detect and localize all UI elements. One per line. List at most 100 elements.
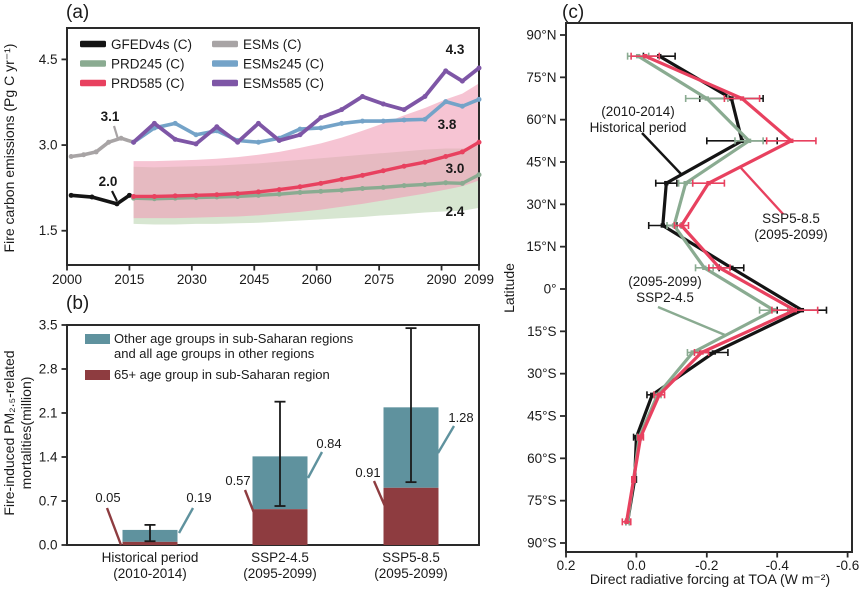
legend-label-prd245-c: PRD245 (C): [111, 56, 185, 71]
series-marker-esms-c: [106, 139, 112, 145]
series-marker-esms245-c: [172, 120, 178, 126]
series-marker-esms585-c: [297, 132, 303, 138]
panel-b-y-axis-title-line1: Fire-induced PM₂.₅-related: [1, 350, 17, 515]
panel-a-label: (a): [66, 2, 89, 23]
panel-a-x-tick-label: 2099: [464, 272, 494, 287]
series-marker-prd245-c: [380, 184, 386, 190]
panel-b-chart: 0.0 0.7 1.4 2.1 2.8 3.5 Historical period(2010…: [1, 293, 480, 581]
panel-c-x-tick-label: 0.2: [557, 558, 576, 573]
legend-swatch-esms585-c: [212, 79, 238, 87]
category-label: SSP2-4.5: [251, 550, 309, 565]
series-marker-prd245-c: [255, 192, 261, 198]
series-marker-ssp5-8-5-2095-2099: [717, 265, 722, 271]
annotation-ssp2-4-5: SSP2-4.5: [636, 290, 694, 305]
series-marker-esms245-c: [443, 99, 449, 105]
panel-b-y-tick-label: 1.4: [39, 449, 58, 464]
bar-lower-segment: [252, 509, 308, 545]
series-marker-esms585-c: [235, 139, 241, 145]
series-marker-prd585-c: [476, 139, 482, 145]
annotation-historical-period: Historical period: [590, 120, 687, 135]
series-marker-esms585-c: [214, 124, 220, 130]
panel-a-x-tick-label: 2000: [52, 272, 82, 287]
series-marker-prd585-c: [422, 159, 428, 165]
annotation-2010-2014: (2010-2014): [601, 104, 675, 119]
panel-a-y-tick-label: 1.5: [39, 223, 58, 238]
series-marker-esms245-c: [193, 132, 199, 138]
category-label: (2010-2014): [113, 566, 187, 581]
series-line-esms-c: [69, 136, 136, 159]
series-marker-prd585-c: [359, 172, 365, 178]
series-marker-esms585-c: [276, 138, 282, 144]
legend-label-gfedv4s-c: GFEDv4s (C): [111, 37, 192, 52]
series-marker-prd585-c: [318, 180, 324, 186]
panel-c-x-axis-title: Direct radiative forcing at TOA (W m⁻²): [590, 571, 830, 587]
panel-c-y-tick-label: 30°S: [527, 366, 556, 381]
panel-c-x-tick-label: -0.2: [695, 558, 718, 573]
legend-label-0: and all age groups in other regions: [114, 346, 315, 361]
legend-label-1: 65+ age group in sub-Saharan region: [114, 367, 330, 382]
panel-c-x-tick-label: -0.6: [836, 558, 859, 573]
annotation-3-0: 3.0: [446, 161, 465, 176]
series-marker-prd585-c: [131, 193, 137, 199]
bar-lower-segment: [122, 541, 178, 545]
panel-b-y-tick-label: 3.5: [39, 317, 58, 332]
panel-b-y-axis-title-line2: mortalities(million): [18, 377, 34, 490]
series-marker-prd585-c: [172, 193, 178, 199]
series-marker-esms585-c: [131, 139, 137, 145]
series-marker-prd245-c: [339, 187, 345, 193]
annotation-pointer-0-19: [177, 507, 195, 534]
panel-c-x-tick-label: 0.0: [627, 558, 646, 573]
series-marker-prd245-c: [297, 189, 303, 195]
bar-lower-segment: [383, 487, 439, 545]
series-marker-esms245-c: [339, 120, 345, 126]
series-marker-esms585-c: [339, 107, 345, 113]
series-marker-esms245-c: [401, 117, 407, 123]
series-line-prd245-c: [131, 173, 481, 201]
panel-b-y-tick-label: 0.0: [39, 538, 58, 553]
series-marker-prd585-c: [401, 163, 407, 169]
series-marker-esms245-c: [255, 139, 261, 145]
panel-b-y-tick-label: 2.8: [39, 361, 58, 376]
annotation-pointer-2010-2014: [641, 132, 682, 175]
series-marker-esms245-c: [459, 103, 465, 109]
panel-c-y-axis-title: Latitude: [501, 263, 517, 313]
series-marker-prd245-c: [276, 191, 282, 197]
series-marker-esms245-c: [359, 118, 365, 124]
series-marker-esms585-c: [476, 65, 482, 71]
series-marker-esms245-c: [380, 118, 386, 124]
panel-c-frame: [565, 22, 853, 553]
series-marker-ssp5-8-5-2095-2099: [631, 477, 636, 482]
panel-c-x-tick-label: -0.4: [766, 558, 790, 573]
panel-a-frame: [66, 27, 480, 266]
band-prd585-uncertainty-range: [133, 83, 479, 219]
series-marker-gfedv4s-c: [114, 201, 120, 207]
panel-c-y-tick-label: 45°N: [526, 154, 556, 169]
series-marker-gfedv4s-c: [68, 192, 74, 198]
series-marker-prd585-c: [276, 187, 282, 193]
series-marker-prd245-c: [359, 185, 365, 191]
annotation-pointer-3-1: [112, 125, 120, 140]
panel-c-chart: 90°N 75°N 60°N 45°N 30°N 15°N 0° 15°S 30°S 45°S 60…: [501, 2, 859, 587]
series-marker-prd245-c: [476, 172, 482, 178]
legend-swatch-gfedv4s-c: [80, 40, 106, 48]
series-marker-gfedv4s-c: [89, 194, 95, 200]
panel-c-y-tick-label: 75°S: [527, 493, 556, 508]
annotation-pointer-2-0: [111, 190, 118, 202]
series-marker-esms245-c: [422, 116, 428, 122]
category-label: SSP5-8.5: [382, 550, 440, 565]
annotation-pointer-2095-2099: [657, 305, 726, 337]
panel-b-label: (b): [66, 293, 89, 314]
series-marker-ssp2-4-5-2095-2099: [746, 138, 752, 144]
series-marker-prd585-c: [151, 193, 157, 199]
series-marker-ssp2-4-5-2095-2099: [702, 265, 707, 271]
panel-a-x-tick-label: 2015: [114, 272, 144, 287]
annotation-2-4: 2.4: [446, 204, 465, 219]
legend-label-esms-c: ESMs (C): [243, 37, 302, 52]
series-marker-prd585-c: [459, 149, 465, 155]
panel-a-x-tick-label: 2030: [177, 272, 207, 287]
legend-label-0: Other age groups in sub-Saharan regions: [114, 331, 354, 346]
legend-label-esms585-c: ESMs585 (C): [243, 76, 324, 91]
series-marker-prd585-c: [235, 191, 241, 197]
series-marker-historical-period-2010-2014: [664, 180, 669, 186]
